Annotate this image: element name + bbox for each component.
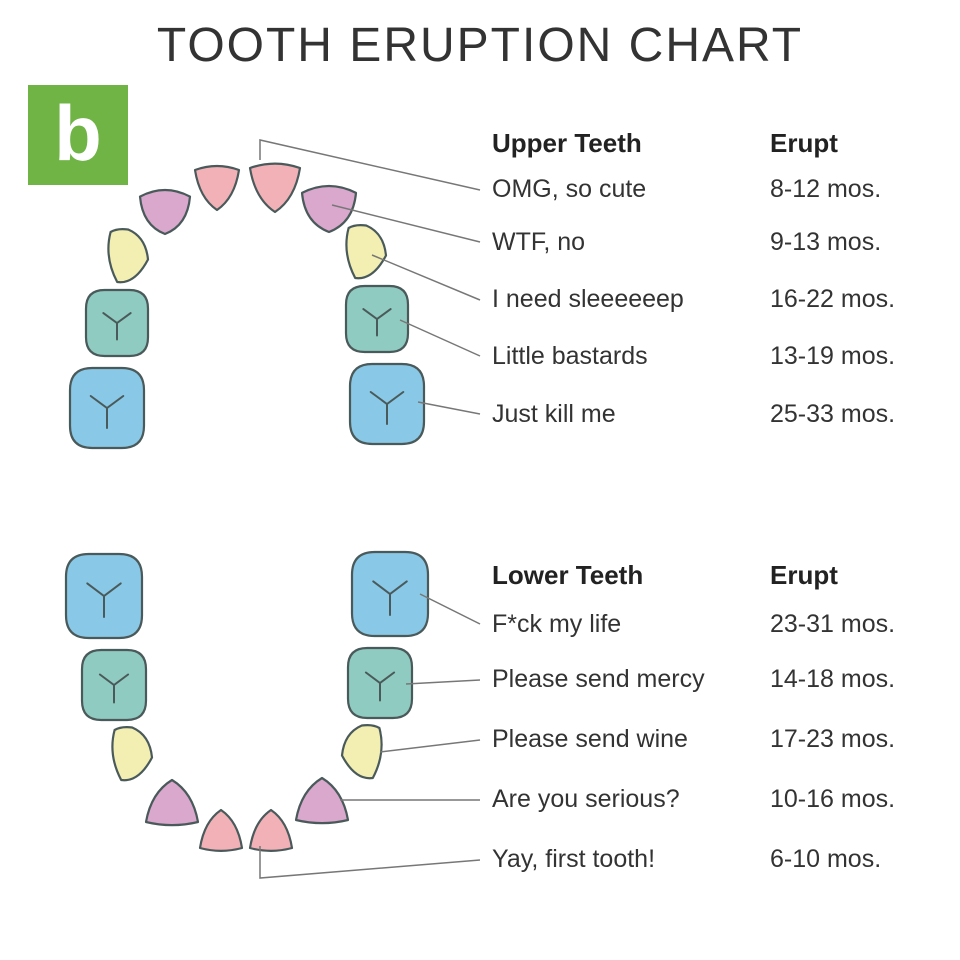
lower-row-label: Yay, first tooth! bbox=[492, 845, 655, 874]
lower-header-time: Erupt bbox=[770, 560, 838, 591]
upper-row-label: Little bastards bbox=[492, 342, 648, 371]
upper-row-label: Just kill me bbox=[492, 400, 616, 429]
lower-row-label: Please send mercy bbox=[492, 665, 705, 694]
lower-header-label: Lower Teeth bbox=[492, 560, 643, 591]
upper-row-time: 13-19 mos. bbox=[770, 342, 895, 371]
lower-row-label: Please send wine bbox=[492, 725, 688, 754]
upper-row-time: 9-13 mos. bbox=[770, 228, 881, 257]
upper-header-label: Upper Teeth bbox=[492, 128, 642, 159]
upper-row-time: 16-22 mos. bbox=[770, 285, 895, 314]
lower-row-time: 23-31 mos. bbox=[770, 610, 895, 639]
lower-row-time: 14-18 mos. bbox=[770, 665, 895, 694]
upper-row-label: OMG, so cute bbox=[492, 175, 646, 204]
upper-row-time: 8-12 mos. bbox=[770, 175, 881, 204]
lower-row-label: F*ck my life bbox=[492, 610, 621, 639]
upper-row-time: 25-33 mos. bbox=[770, 400, 895, 429]
lower-row-time: 10-16 mos. bbox=[770, 785, 895, 814]
lower-row-time: 6-10 mos. bbox=[770, 845, 881, 874]
lower-row-time: 17-23 mos. bbox=[770, 725, 895, 754]
upper-row-label: WTF, no bbox=[492, 228, 585, 257]
lower-row-label: Are you serious? bbox=[492, 785, 680, 814]
upper-header-time: Erupt bbox=[770, 128, 838, 159]
upper-row-label: I need sleeeeeep bbox=[492, 285, 684, 314]
